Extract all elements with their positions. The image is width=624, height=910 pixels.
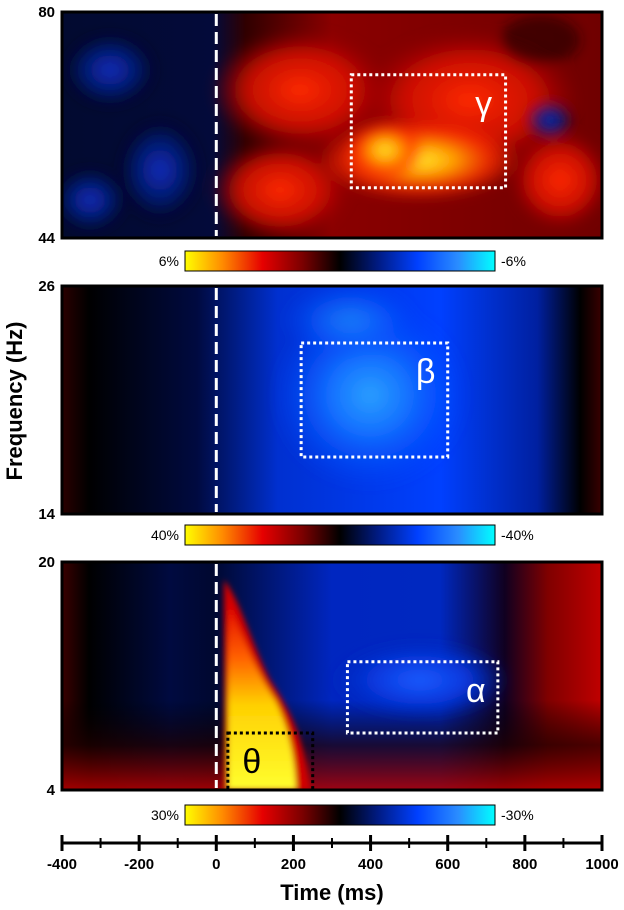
colorbar-2: [184, 804, 496, 826]
colorbar-1: [184, 524, 496, 546]
x-axis-title: Time (ms): [280, 880, 384, 905]
x-tick-label-3: 200: [281, 856, 306, 873]
band-label-secondary-2: θ: [242, 743, 261, 781]
colorbar-max-label-1: -40%: [501, 527, 534, 543]
roi-box-secondary-2: [226, 731, 315, 792]
x-tick-label-4: 400: [358, 856, 383, 873]
y-tick-top-0: 80: [38, 4, 55, 21]
x-tick-label-7: 1000: [585, 856, 618, 873]
y-tick-top-1: 26: [38, 278, 55, 295]
band-label-2: α: [466, 672, 486, 710]
y-tick-bottom-0: 44: [38, 230, 55, 247]
colorbar-min-label-2: 30%: [151, 807, 179, 823]
colorbar-0: [184, 250, 496, 272]
x-tick-label-2: 0: [212, 856, 220, 873]
x-tick-label-1: -200: [124, 856, 154, 873]
y-tick-top-2: 20: [38, 554, 55, 571]
x-tick-label-5: 600: [435, 856, 460, 873]
roi-box-0: [349, 73, 508, 190]
band-label-0: γ: [475, 85, 492, 123]
colorbars: 6% -6% 40% -40% 30% -30%: [151, 250, 534, 826]
heatmap-panel-gamma: [60, 10, 604, 240]
colorbar-min-label-0: 6%: [159, 253, 179, 269]
heatmap-panel-beta: [60, 284, 604, 516]
y-axis-title: Frequency (Hz): [2, 322, 27, 481]
colorbar-max-label-2: -30%: [501, 807, 534, 823]
y-tick-bottom-1: 14: [38, 506, 55, 523]
overlays: γ 80 44 β 26 14 α θ 20 4: [38, 4, 508, 799]
roi-box-2: [345, 660, 500, 735]
x-tick-label-0: -400: [47, 856, 77, 873]
x-tick-label-6: 800: [512, 856, 537, 873]
band-label-1: β: [416, 353, 436, 391]
x-axis: -400 -200 0 200 400 600 800 1000: [47, 835, 619, 873]
roi-box-1: [299, 341, 450, 459]
colorbar-min-label-1: 40%: [151, 527, 179, 543]
heatmap-panel-alpha-theta: [60, 560, 604, 792]
y-tick-bottom-2: 4: [47, 782, 56, 799]
colorbar-max-label-0: -6%: [501, 253, 526, 269]
